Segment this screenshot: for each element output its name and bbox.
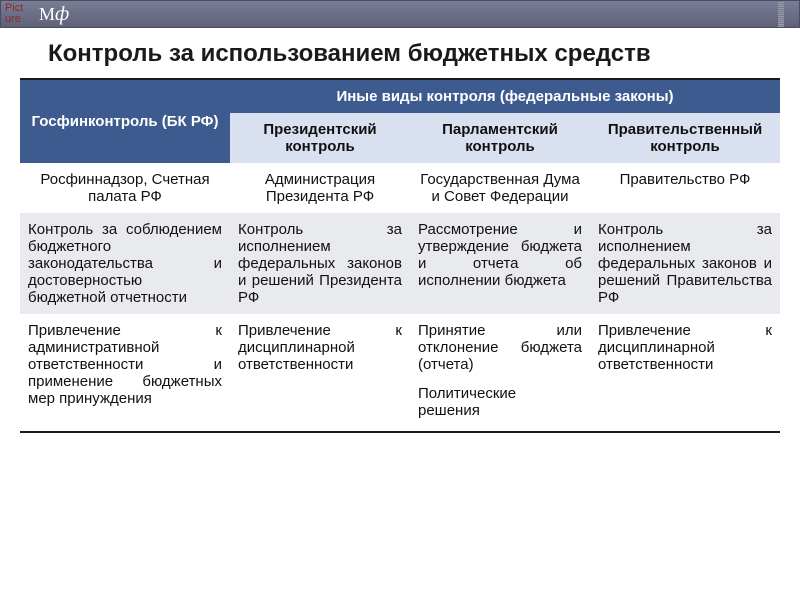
topbar-brand: Мф (31, 1, 77, 28)
cell-body-3: Государственная Дума и Совет Федерации (410, 163, 590, 213)
cell-act-4: Привлечение к дисциплинарной ответственн… (590, 314, 780, 427)
top-bar: Picture Мф (0, 0, 800, 28)
header-other-types: Иные виды контроля (федеральные законы) (230, 79, 780, 113)
topbar-grip-icon (778, 1, 784, 27)
subheader-president: Президентский контроль (230, 113, 410, 163)
topbar-picture-label: Picture (5, 3, 25, 25)
cell-body-4: Правительство РФ (590, 163, 780, 213)
cell-body-2: Администрация Президента РФ (230, 163, 410, 213)
header-gosfin: Госфинконтроль (БК РФ) (20, 79, 230, 163)
cell-act-2: Привлечение к дисциплинарной ответственн… (230, 314, 410, 427)
brand-phi: ф (55, 3, 69, 26)
table-row-actions: Привлечение к административной ответстве… (20, 314, 780, 427)
cell-act-3-main: Принятие или отклонение бюджета (отчета) (418, 322, 582, 373)
cell-act-1: Привлечение к административной ответстве… (20, 314, 230, 427)
page-title: Контроль за использованием бюджетных сре… (48, 40, 780, 68)
table-header-row-1: Госфинконтроль (БК РФ) Иные виды контрол… (20, 79, 780, 113)
cell-desc-4: Контроль за исполнением федеральных зако… (590, 213, 780, 314)
cell-desc-3: Рассмотрение и утверждение бюджета и отч… (410, 213, 590, 314)
cell-act-3: Принятие или отклонение бюджета (отчета)… (410, 314, 590, 427)
cell-desc-1: Контроль за соблюдением бюджетного закон… (20, 213, 230, 314)
table-row-bodies: Росфиннадзор, Счетная палата РФ Админист… (20, 163, 780, 213)
content-area: Контроль за использованием бюджетных сре… (0, 28, 800, 433)
brand-letter: М (39, 4, 55, 25)
table-row-description: Контроль за соблюдением бюджетного закон… (20, 213, 780, 314)
control-table: Госфинконтроль (БК РФ) Иные виды контрол… (20, 78, 780, 427)
subheader-government: Правительственный контроль (590, 113, 780, 163)
cell-desc-2: Контроль за исполнением федеральных зако… (230, 213, 410, 314)
subheader-parliament: Парламентский контроль (410, 113, 590, 163)
table-bottom-rule (20, 431, 780, 433)
cell-act-3-extra: Политические решения (418, 385, 582, 419)
cell-body-1: Росфиннадзор, Счетная палата РФ (20, 163, 230, 213)
